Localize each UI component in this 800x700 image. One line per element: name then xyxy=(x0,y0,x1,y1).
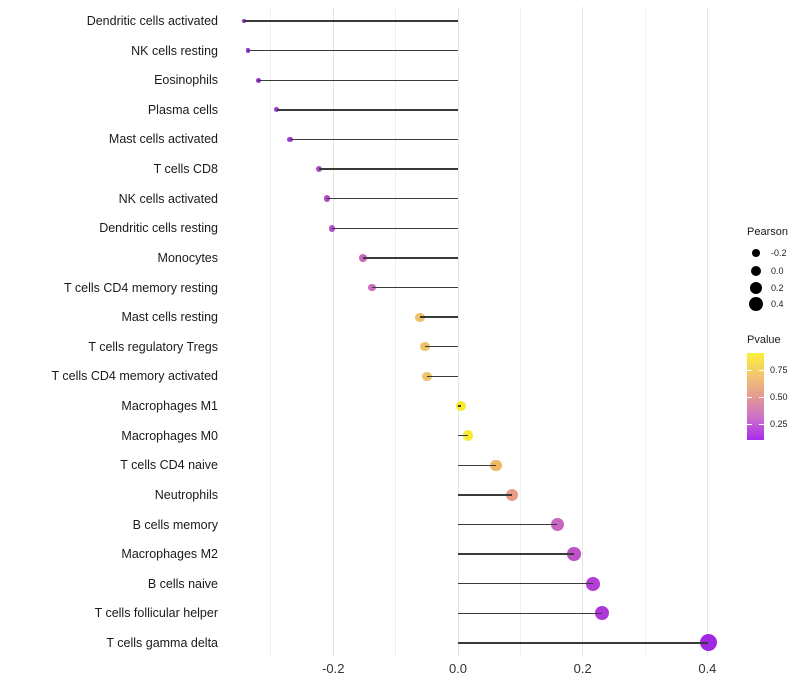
pearson-legend-title: Pearson xyxy=(747,226,788,238)
lollipop-stem xyxy=(458,434,468,437)
y-axis-label: B cells naive xyxy=(147,576,218,591)
gridline-minor xyxy=(395,7,397,657)
x-tick-label: 0.4 xyxy=(698,661,717,676)
data-point xyxy=(368,283,376,292)
y-axis-label: Mast cells resting xyxy=(121,310,218,325)
x-tick-label: 0.2 xyxy=(573,661,592,676)
gridline-major xyxy=(457,7,459,657)
y-axis-label: B cells memory xyxy=(132,517,218,532)
y-axis-label: Macrophages M0 xyxy=(121,428,218,443)
y-axis-label: T cells follicular helper xyxy=(94,606,218,621)
data-point xyxy=(273,107,280,113)
size-legend-dot xyxy=(749,297,763,311)
lollipop-stem xyxy=(458,553,574,555)
lollipop-stem xyxy=(458,583,593,585)
lollipop-stem xyxy=(258,79,458,81)
y-axis-label: NK cells resting xyxy=(131,43,218,58)
gradient-tick-mark xyxy=(759,397,764,398)
y-axis-label: T cells CD4 memory activated xyxy=(51,369,219,384)
size-legend-label: -0.2 xyxy=(771,248,787,258)
lollipop-stem xyxy=(363,257,458,259)
y-axis-label: T cells gamma delta xyxy=(106,635,218,650)
gridline-minor xyxy=(519,7,521,657)
size-legend-label: 0.2 xyxy=(771,283,784,293)
pvalue-tick-label: 0.25 xyxy=(770,419,788,429)
y-axis-label: Neutrophils xyxy=(154,487,218,502)
y-axis-label: T cells regulatory Tregs xyxy=(88,339,218,354)
size-legend-dot xyxy=(751,266,761,276)
lollipop-stem xyxy=(458,612,603,615)
lollipop-stem xyxy=(426,375,458,378)
pvalue-tick-label: 0.75 xyxy=(770,365,788,375)
lollipop-stem xyxy=(332,227,458,230)
data-point xyxy=(315,165,323,173)
size-legend-label: 0.0 xyxy=(771,266,784,276)
lollipop-stem xyxy=(244,20,458,22)
lollipop-stem xyxy=(458,523,558,526)
lollipop-stem xyxy=(424,346,458,348)
pvalue-gradient-bar xyxy=(747,353,764,440)
lollipop-stem xyxy=(458,464,497,466)
x-tick-label: 0.0 xyxy=(448,661,468,676)
y-axis-label: T cells CD4 naive xyxy=(120,458,218,473)
y-axis-label: T cells CD8 xyxy=(153,162,218,177)
lollipop-stem xyxy=(247,49,458,52)
y-axis-label: Monocytes xyxy=(157,250,218,265)
data-point xyxy=(455,400,467,412)
lollipop-stem xyxy=(318,168,458,170)
lollipop-stem xyxy=(290,138,458,141)
lollipop-stem xyxy=(371,286,458,289)
lollipop-stem xyxy=(458,405,462,407)
y-axis-label: T cells CD4 memory resting xyxy=(64,280,218,295)
y-axis-label: Macrophages M1 xyxy=(121,399,218,414)
lollipop-stem xyxy=(327,198,458,200)
gridline-minor xyxy=(644,7,646,657)
data-point xyxy=(699,634,717,652)
lollipop-stem xyxy=(419,316,458,318)
gridline-major xyxy=(706,7,708,657)
pvalue-legend-title: Pvalue xyxy=(747,334,781,346)
y-axis-label: Dendritic cells resting xyxy=(99,221,218,236)
gradient-tick-mark xyxy=(747,370,752,371)
y-axis-label: Macrophages M2 xyxy=(121,547,218,562)
gridline-major xyxy=(332,7,334,657)
size-legend-dot xyxy=(750,282,762,294)
data-point xyxy=(462,430,474,441)
y-axis-label: Eosinophils xyxy=(154,73,218,88)
y-axis-label: Plasma cells xyxy=(147,102,218,117)
gradient-tick-mark xyxy=(759,370,764,371)
x-tick-label: -0.2 xyxy=(322,661,345,676)
pvalue-tick-label: 0.50 xyxy=(770,392,788,402)
lollipop-stem xyxy=(458,642,709,644)
gridline-minor xyxy=(270,7,272,657)
size-legend-dot xyxy=(752,249,760,257)
lollipop-stem xyxy=(276,109,458,111)
data-point xyxy=(287,136,294,143)
y-axis-label: Mast cells activated xyxy=(108,132,218,147)
gridline-major xyxy=(582,7,584,657)
gradient-tick-mark xyxy=(747,397,752,398)
gradient-tick-mark xyxy=(759,424,764,425)
size-legend-label: 0.4 xyxy=(771,299,784,309)
gradient-tick-mark xyxy=(747,424,752,425)
lollipop-stem xyxy=(458,494,513,496)
y-axis-label: Dendritic cells activated xyxy=(86,14,218,28)
y-axis-label: NK cells activated xyxy=(118,191,218,206)
data-point xyxy=(420,342,430,352)
data-point xyxy=(323,195,331,203)
